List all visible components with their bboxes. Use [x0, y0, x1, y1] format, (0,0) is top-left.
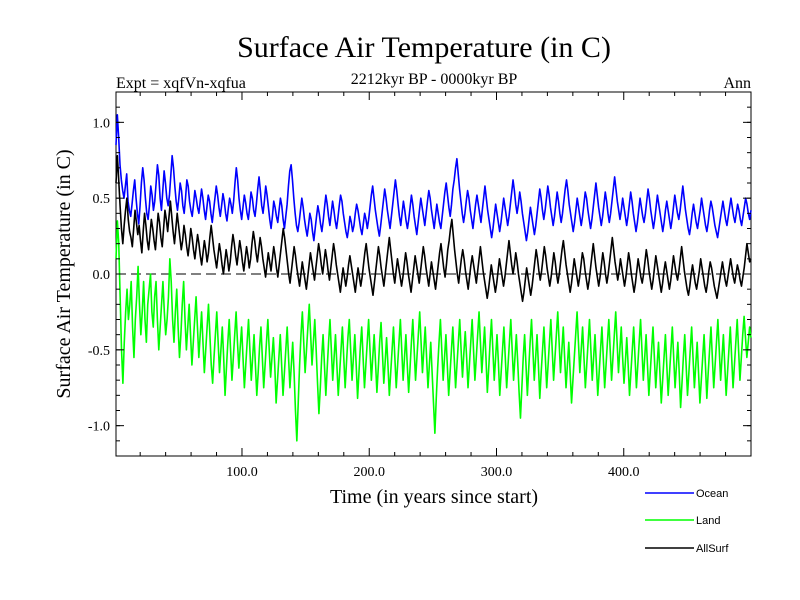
chart-title: Surface Air Temperature (in C) [237, 31, 611, 64]
series-line-allsurf [115, 154, 752, 303]
plot-area: 1.0 0.5 0.0 -0.5 -1.0 100.0 200.0 300.0 400.0 [88, 91, 752, 480]
legend: Ocean Land AllSurf [645, 488, 729, 555]
y-tick-label: 0.5 [93, 192, 111, 207]
y-tick-label: 1.0 [93, 116, 111, 131]
experiment-label: Expt = xqfVn-xqfua [116, 75, 246, 92]
period-label: 2212kyr BP - 0000kyr BP [351, 71, 518, 88]
series-line-ocean [115, 113, 752, 242]
legend-label-allsurf: AllSurf [696, 543, 729, 555]
y-tick-label: 0.0 [93, 268, 111, 283]
legend-label-ocean: Ocean [696, 488, 728, 500]
x-axis-label: Time (in years since start) [330, 486, 538, 508]
x-tick-label: 300.0 [481, 465, 513, 480]
y-tick-label: -1.0 [88, 420, 110, 435]
x-tick-label: 100.0 [226, 465, 258, 480]
series-line-land [115, 220, 752, 442]
x-tick-label: 400.0 [608, 465, 640, 480]
y-axis-label: Surface Air Temperature (in C) [53, 149, 75, 398]
season-label: Ann [723, 75, 751, 92]
y-tick-label: -0.5 [88, 344, 110, 359]
x-tick-label: 200.0 [353, 465, 385, 480]
legend-label-land: Land [696, 515, 720, 527]
